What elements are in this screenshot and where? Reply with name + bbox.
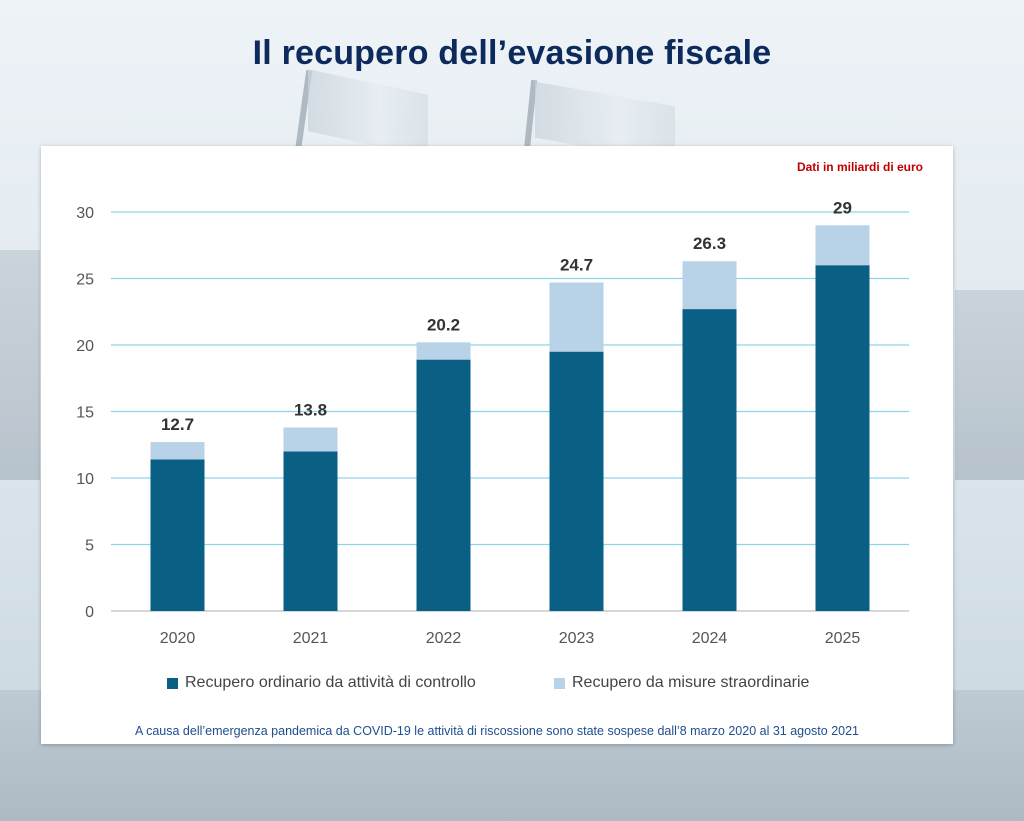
legend: Recupero ordinario da attività di contro… (41, 674, 953, 694)
total-label-2022: 20.2 (427, 315, 460, 334)
total-label-2020: 12.7 (161, 415, 194, 434)
x-tick-label-2021: 2021 (293, 630, 329, 647)
total-label-2021: 13.8 (294, 400, 327, 419)
bar-ordinary-2025 (815, 265, 870, 611)
x-tick-label-2022: 2022 (426, 630, 462, 647)
y-tick-label: 30 (76, 205, 94, 222)
y-tick-label: 10 (76, 471, 94, 488)
bar-extraordinary-2025 (815, 225, 870, 266)
flag-left (308, 69, 428, 157)
total-label-2023: 24.7 (560, 255, 593, 274)
bars (150, 225, 870, 611)
legend-label-ordinary: Recupero ordinario da attività di contro… (185, 674, 476, 691)
total-label-2025: 29 (833, 198, 852, 217)
x-tick-label-2024: 2024 (692, 630, 728, 647)
bar-ordinary-2020 (150, 459, 205, 611)
bar-extraordinary-2022 (416, 342, 471, 360)
x-tick-label-2025: 2025 (825, 630, 861, 647)
footnote: A causa dell’emergenza pandemica da COVI… (134, 724, 860, 738)
bar-ordinary-2022 (416, 359, 471, 611)
gridlines (111, 211, 909, 612)
legend-swatch-ordinary (167, 677, 178, 689)
legend-item-extraordinary: Recupero da misure straordinarie (554, 674, 809, 692)
slide-title: Il recupero dell’evasione fiscale (252, 34, 772, 72)
bar-extraordinary-2023 (549, 282, 604, 352)
castle-silhouette (955, 290, 1024, 480)
bar-extraordinary-2021 (283, 427, 338, 452)
y-tick-label: 5 (85, 538, 94, 555)
bar-ordinary-2021 (283, 451, 338, 611)
bar-extraordinary-2020 (150, 442, 205, 460)
bar-ordinary-2024 (682, 309, 737, 611)
legend-swatch-extraordinary (554, 677, 565, 689)
y-tick-label: 25 (76, 272, 94, 289)
y-tick-label: 20 (76, 338, 94, 355)
unit-note: Dati in miliardi di euro (796, 160, 923, 174)
bar-ordinary-2023 (549, 351, 604, 611)
y-tick-label: 0 (85, 604, 94, 621)
bar-extraordinary-2024 (682, 261, 737, 310)
legend-label-extraordinary: Recupero da misure straordinarie (572, 674, 810, 691)
x-tick-label-2020: 2020 (160, 630, 196, 647)
colosseum-silhouette (0, 250, 40, 480)
x-axis-ticks: 2020 2021 2022 2023 2024 2025 (160, 630, 861, 647)
y-tick-label: 15 (76, 405, 94, 422)
legend-item-ordinary: Recupero ordinario da attività di contro… (167, 674, 476, 692)
x-tick-label-2023: 2023 (559, 630, 595, 647)
chart-card: Dati in miliardi di euro 0 5 10 15 20 25 30 12… (41, 146, 953, 744)
y-axis-ticks: 0 5 10 15 20 25 30 (76, 205, 94, 621)
total-labels: 12.7 13.8 20.2 24.7 26.3 29 (161, 198, 852, 434)
total-label-2024: 26.3 (693, 234, 726, 253)
